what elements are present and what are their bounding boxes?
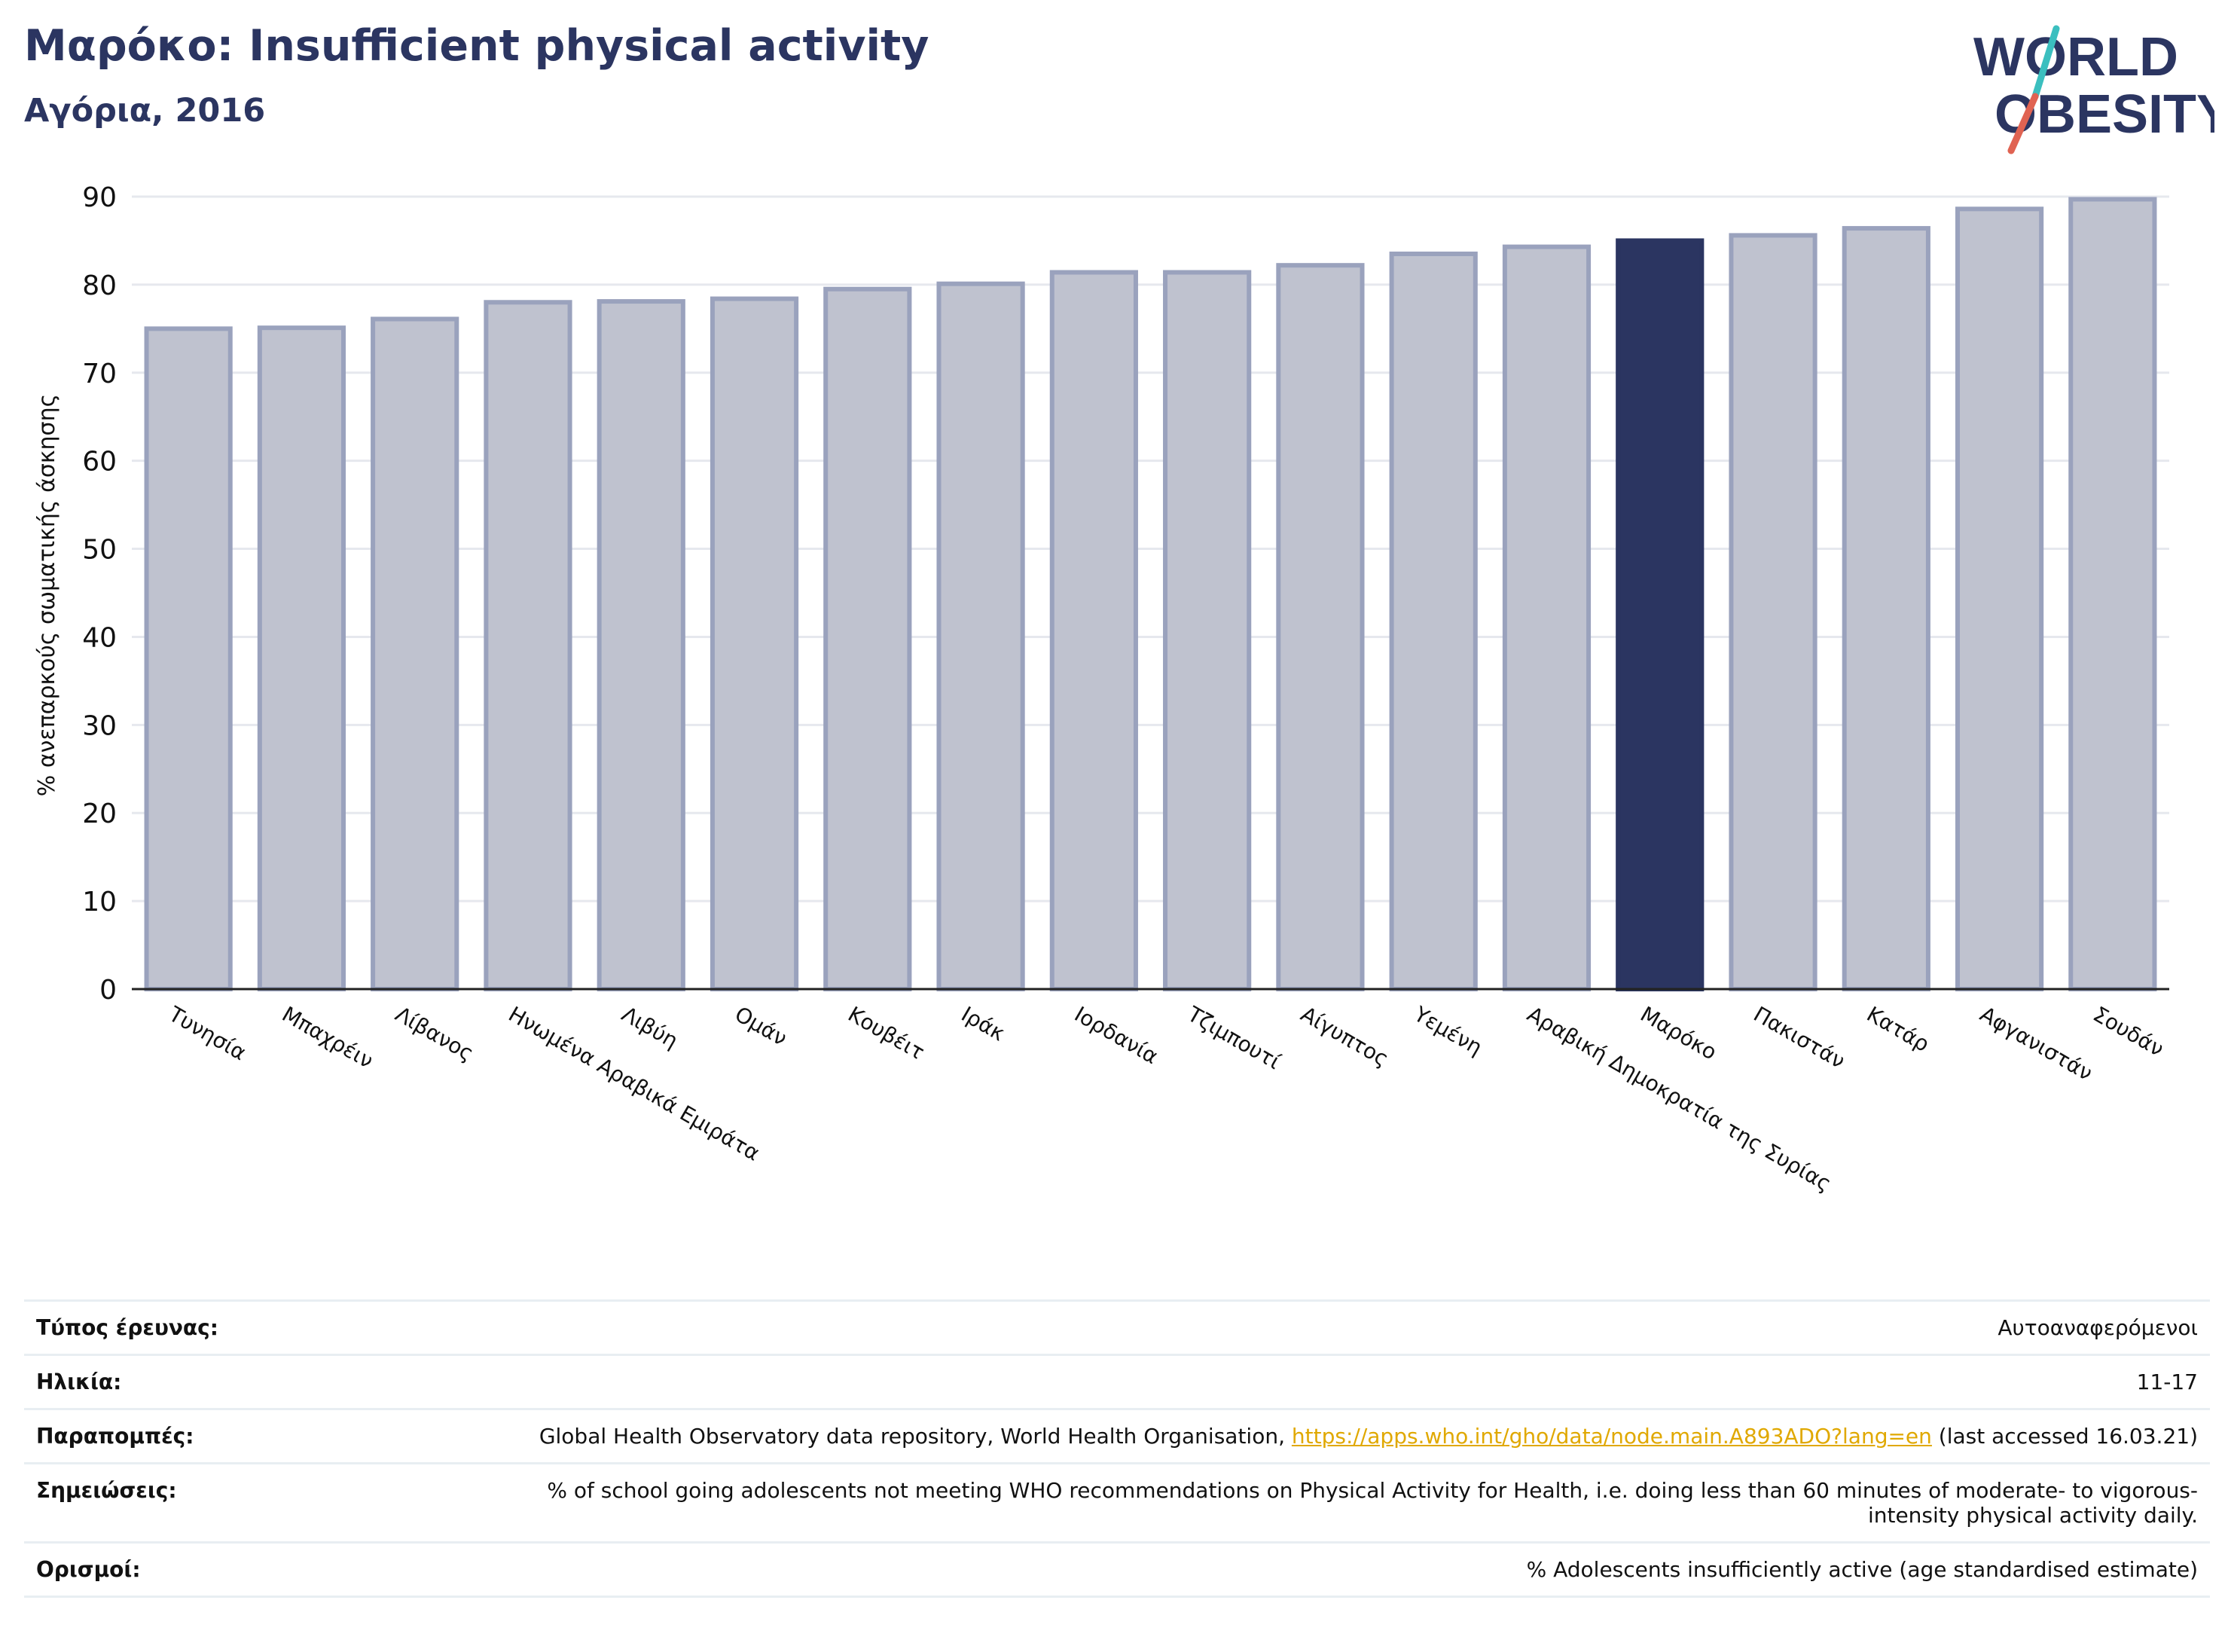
reference-text: Global Health Observatory data repositor… — [539, 1424, 1292, 1449]
bar — [936, 281, 1025, 992]
reference-link[interactable]: https://apps.who.int/gho/data/node.main.… — [1291, 1424, 1932, 1449]
x-tick-label: Λίβανος — [391, 1001, 478, 1066]
bar — [1955, 206, 2044, 991]
x-tick-label: Πακιστάν — [1750, 1001, 1850, 1073]
bar — [1276, 263, 1365, 991]
world-obesity-logo: WORLD OBESITY — [1973, 25, 2214, 154]
bar — [144, 326, 233, 992]
x-tick-label: Τυνησία — [164, 1001, 251, 1065]
y-tick-label: 20 — [82, 799, 117, 829]
bar — [1502, 244, 1592, 992]
bar — [823, 286, 912, 991]
x-tick-label: Υεμένη — [1409, 1001, 1487, 1060]
y-tick-label: 60 — [82, 447, 117, 478]
bar-chart: 0 10 20 30 40 50 60 70 80 90 Τυνησία Μπαχρέιν Λίβαν… — [34, 182, 2169, 1196]
y-tick-label: 30 — [82, 710, 117, 741]
x-tick-label: Αίγυπτος — [1296, 1001, 1393, 1071]
x-tick-label: Μπαχρέιν — [278, 1001, 377, 1073]
bar — [710, 296, 799, 991]
bar-highlight — [1616, 238, 1705, 991]
info-label: Τύπος έρευνας: — [36, 1315, 218, 1340]
info-value: % of school going adolescents not meetin… — [547, 1478, 2198, 1528]
info-row-references: Παραπομπές: Global Health Observatory da… — [24, 1409, 2210, 1464]
x-tick-label: Σουδάν — [2089, 1001, 2168, 1061]
bar — [1049, 270, 1138, 992]
info-value: Global Health Observatory data repositor… — [500, 1409, 2210, 1464]
x-tick-label: Μαρόκο — [1636, 1001, 1721, 1064]
info-label: Σημειώσεις: — [36, 1478, 177, 1503]
x-tick-label: Ιορδανία — [1070, 1001, 1162, 1069]
page-subtitle: Αγόρια, 2016 — [24, 92, 266, 130]
bar — [597, 299, 685, 991]
page-title: Μαρόκο: Insufficient physical activity — [24, 21, 929, 71]
info-label: Παραπομπές: — [36, 1424, 194, 1449]
y-tick-label: 80 — [82, 270, 117, 301]
info-row-age: Ηλικία: 11-17 — [24, 1354, 2210, 1409]
bar — [1729, 233, 1817, 992]
bar — [2068, 197, 2157, 991]
x-tick-label: Κατάρ — [1863, 1001, 1933, 1057]
info-row-definitions: Ορισμοί: % Adolescents insufficiently ac… — [24, 1542, 2210, 1597]
info-value: Αυτοαναφερόμενοι — [1998, 1315, 2198, 1340]
logo-slash-teal — [2031, 25, 2060, 100]
bars — [144, 197, 2157, 992]
y-tick-label: 90 — [82, 182, 117, 213]
y-tick-label: 40 — [82, 622, 117, 653]
reference-accessed: (last accessed 16.03.21) — [1931, 1424, 2198, 1449]
bar — [257, 325, 346, 992]
info-row-notes: Σημειώσεις: % of school going adolescent… — [24, 1463, 2210, 1543]
info-label: Ηλικία: — [36, 1370, 122, 1394]
bar — [1389, 251, 1478, 991]
x-tick-label: Τζιμπουτί — [1183, 1001, 1285, 1074]
y-tick-label: 50 — [82, 535, 117, 566]
bar — [484, 300, 572, 991]
info-value: % Adolescents insufficiently active (age… — [1526, 1557, 2198, 1582]
logo-line2: OBESITY — [1995, 84, 2214, 145]
y-axis-label: % ανεπαρκούς σωματικής άσκησης — [34, 394, 60, 796]
x-tick-label: Αφγανιστάν — [1976, 1001, 2097, 1086]
y-tick-label: 10 — [82, 887, 117, 918]
logo-line1: WORLD — [1973, 27, 2178, 87]
logo-slash-red — [2007, 93, 2039, 154]
info-value: 11-17 — [2136, 1370, 2198, 1394]
bar — [1842, 226, 1930, 991]
x-tick-label: Κουβέιτ — [844, 1001, 929, 1064]
bar — [371, 316, 459, 991]
info-table: Τύπος έρευνας: Αυτοαναφερόμενοι Ηλικία: … — [24, 1299, 2210, 1598]
info-label: Ορισμοί: — [36, 1557, 141, 1582]
x-tick-label: Ιράκ — [957, 1001, 1009, 1046]
info-row-survey-type: Τύπος έρευνας: Αυτοαναφερόμενοι — [24, 1300, 2210, 1355]
x-tick-label: Λιβύη — [618, 1001, 682, 1053]
y-tick-labels: 0 10 20 30 40 50 60 70 80 90 — [82, 182, 117, 1006]
x-tick-labels: Τυνησία Μπαχρέιν Λίβανος Ηνωμένα Αραβικά Εμ… — [164, 1001, 2168, 1196]
y-tick-label: 0 — [99, 975, 117, 1006]
x-tick-label: Ομάν — [731, 1001, 792, 1051]
y-tick-label: 70 — [82, 359, 117, 389]
bar — [1163, 270, 1252, 992]
